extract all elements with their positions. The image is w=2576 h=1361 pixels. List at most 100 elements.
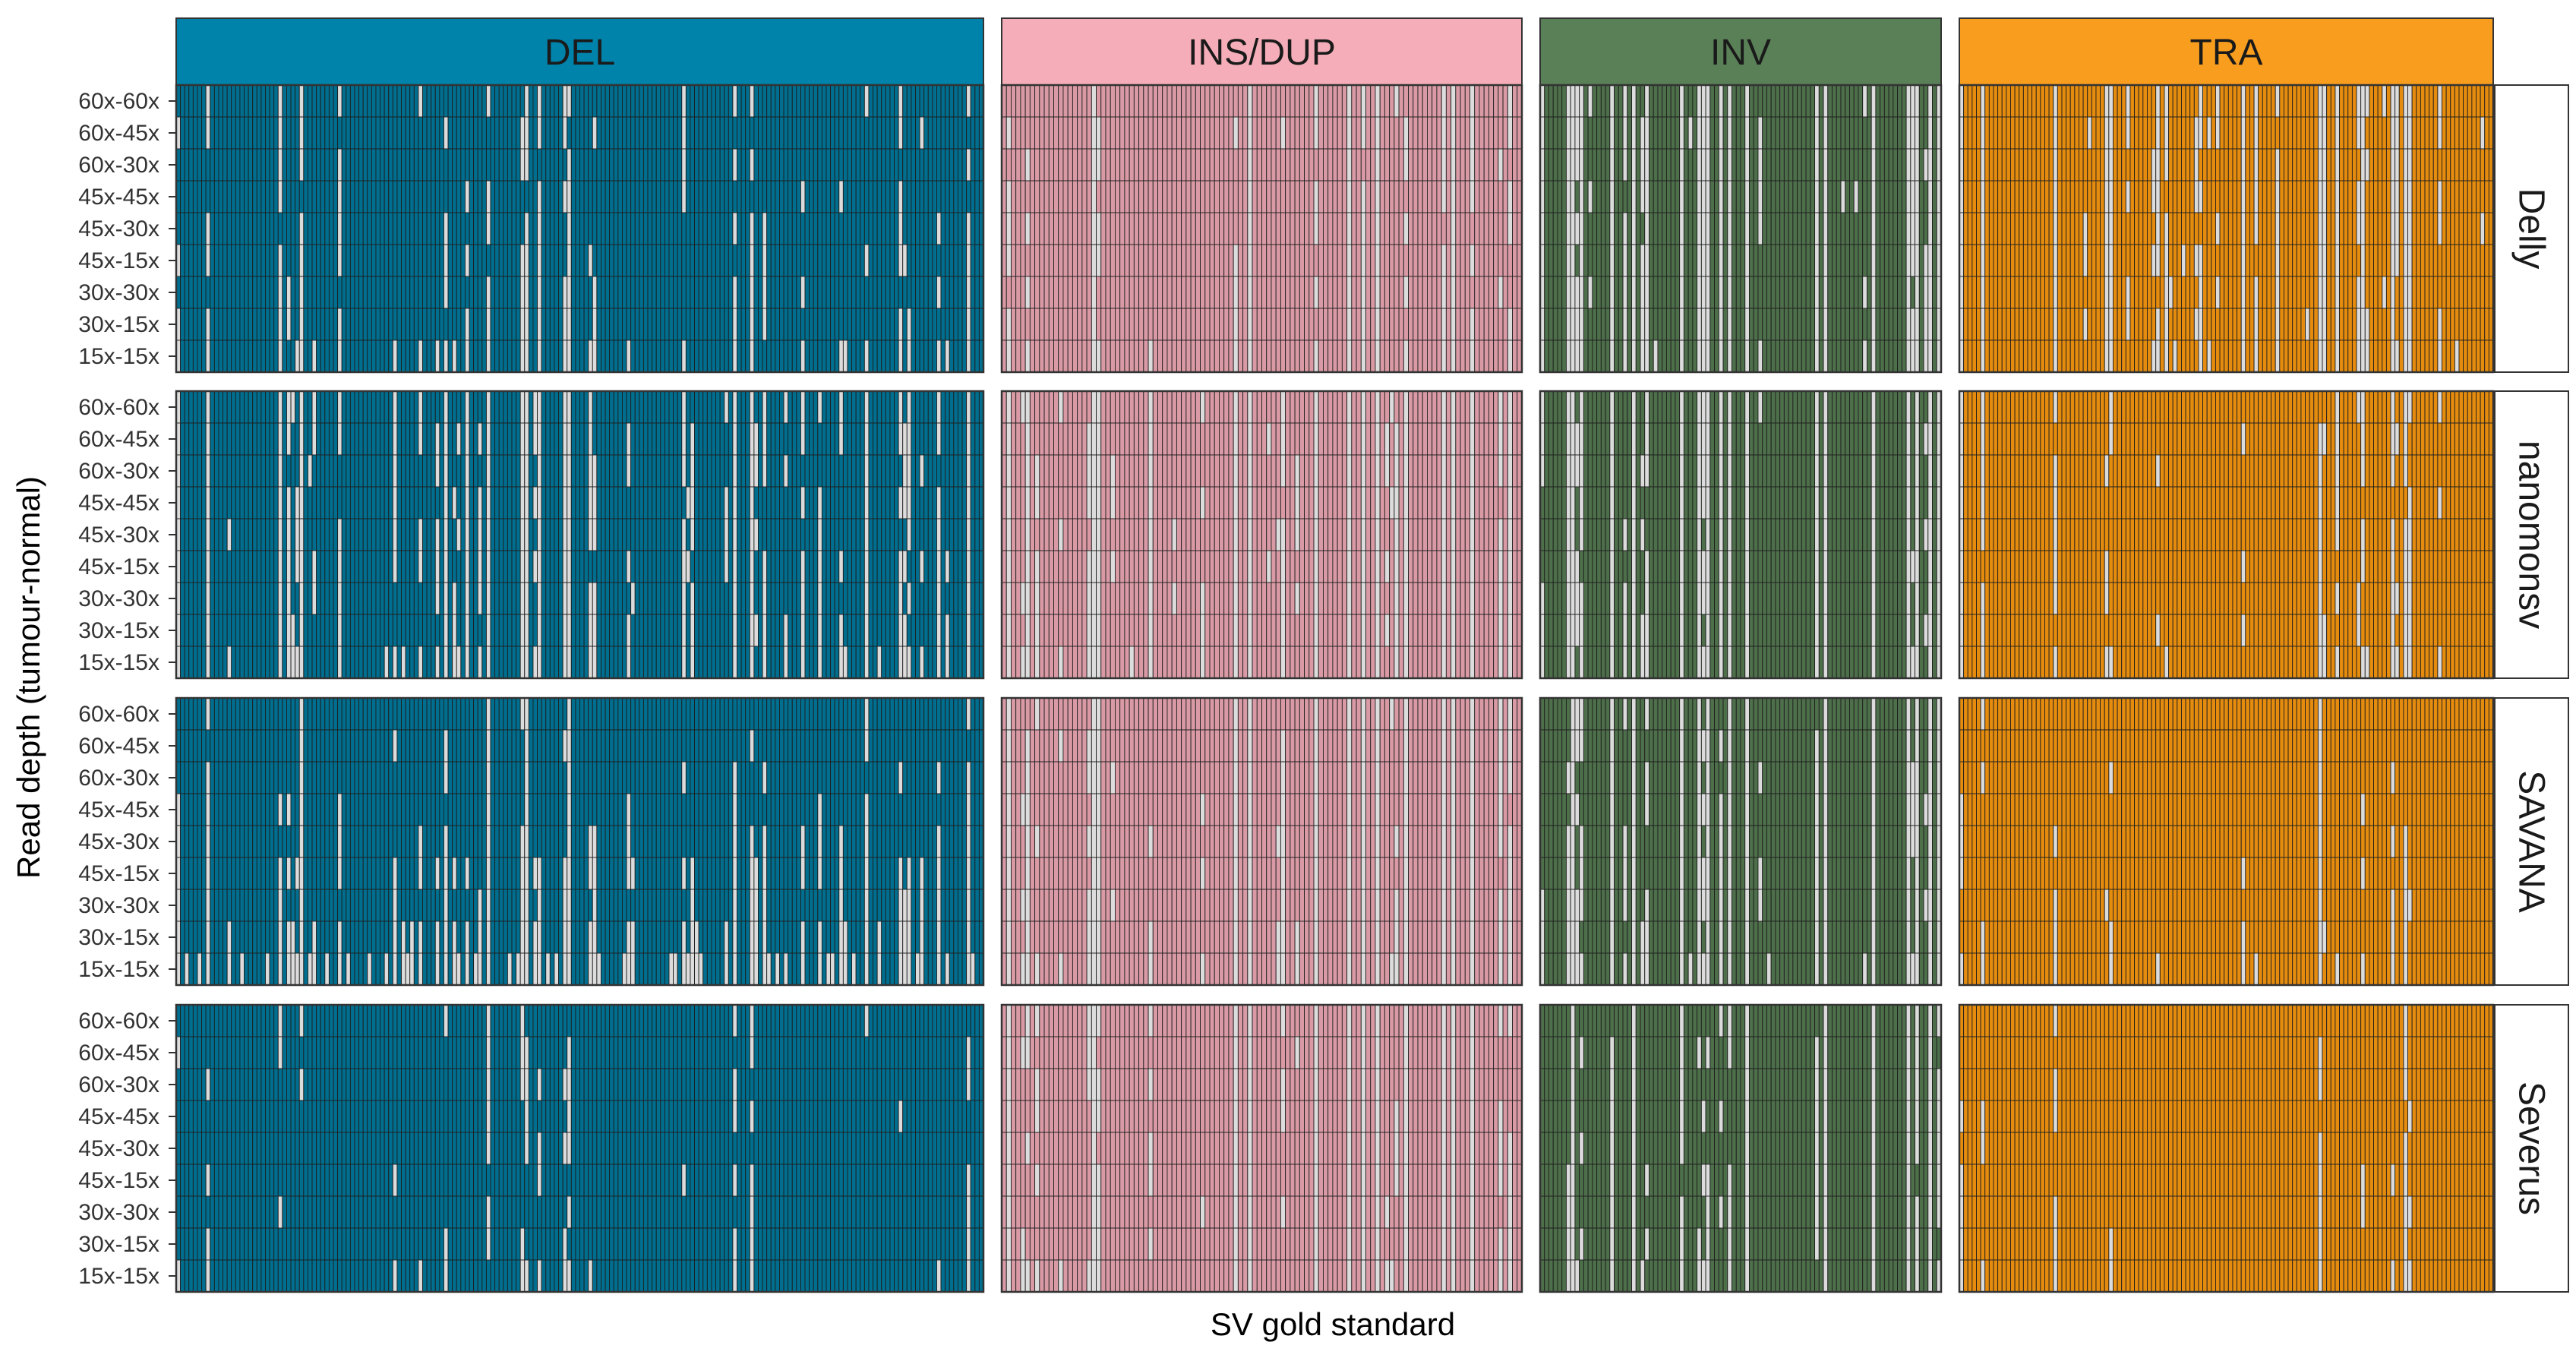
tile-detected [218,390,223,424]
tile-detected [1709,148,1716,182]
tile-detected [2432,212,2439,245]
tile-detected [1356,180,1362,213]
tile-missed [1570,212,1576,245]
tile-detected [384,212,390,245]
tile-detected [311,212,317,245]
tile-detected [788,390,793,424]
tile-detected [358,180,364,213]
tile-detected [2010,116,2016,150]
tile-detected [1200,244,1206,277]
tile-detected [724,339,729,373]
tile-detected [1408,84,1414,118]
tile-detected [328,308,334,341]
tile-detected [809,116,814,150]
tile-detected [320,180,326,213]
tile-detected [511,308,517,341]
tile-missed [1644,116,1649,150]
tile-detected [405,339,411,373]
facet-strip-savana [2494,697,2569,986]
tile-detected [668,339,674,373]
tile-detected [1185,212,1192,245]
tile-detected [1304,244,1310,277]
tile-missed [1005,212,1012,245]
tile-missed [749,390,755,424]
tile-detected [380,390,385,424]
tile-detected [601,390,606,424]
tile-detected [1596,180,1602,213]
tile-detected [1228,276,1234,309]
tile-detected [838,308,844,341]
tile-detected [2292,212,2297,245]
tile-detected [1783,116,1789,150]
tile-missed [1091,244,1097,277]
tile-missed [1313,84,1319,118]
tile-missed [1498,276,1504,309]
tile-detected [409,244,415,277]
tile-detected [1157,244,1163,277]
tile-detected [1665,308,1672,341]
tile-detected [1162,148,1168,182]
tile-detected [826,180,832,213]
tile-detected [923,308,929,341]
tile-detected [244,422,249,456]
tile-detected [1133,308,1140,341]
tile-detected [652,180,657,213]
tile-detected [817,212,822,245]
tile-missed [1727,308,1732,341]
tile-detected [919,84,925,118]
tile-detected [469,308,475,341]
tile-detected [460,339,466,373]
tile-missed [452,339,457,373]
tile-detected [1341,276,1348,309]
tile-detected [881,180,886,213]
tile-detected [927,84,933,118]
tile-detected [375,339,380,373]
tile-missed [485,276,491,309]
tile-detected [945,84,950,118]
tile-detected [1398,244,1404,277]
tile-missed [1346,212,1353,245]
tile-detected [728,339,734,373]
tile-detected [804,244,810,277]
tile-detected [737,339,742,373]
tile-detected [473,339,478,373]
tile-detected [469,84,475,118]
tile-detected [1124,180,1130,213]
tile-missed [906,390,912,424]
tile-detected [1124,84,1130,118]
tile-detected [2142,116,2148,150]
tile-detected [1875,276,1881,309]
tile-detected [1100,308,1106,341]
tile-detected [605,148,611,182]
tile-detected [1665,148,1672,182]
tile-detected [1370,276,1376,309]
tile-detected [2287,180,2293,213]
tile-detected [609,339,614,373]
tile-detected [1313,308,1319,341]
tile-detected [1918,339,1924,373]
tile-detected [2347,116,2353,150]
tile-detected [1020,276,1026,309]
tile-detected [740,276,747,309]
tile-detected [2232,276,2238,309]
tile-detected [2398,180,2404,213]
tile-missed [2151,148,2157,182]
tile-detected [2351,308,2357,341]
tile-detected [817,276,822,309]
tile-detected [2035,84,2041,118]
tile-detected [2471,84,2477,118]
tile-detected [447,116,453,150]
tile-detected [2079,308,2084,341]
tile-detected [1709,180,1716,213]
tile-detected [694,276,699,309]
tile-missed [1915,180,1920,213]
tile-detected [1692,212,1698,245]
tile-detected [2211,308,2216,341]
tile-detected [192,180,198,213]
tile-detected [2147,339,2152,373]
tile-detected [1502,339,1508,373]
tile-detected [1081,84,1088,118]
tile-detected [2471,244,2477,277]
tile-detected [1810,339,1816,373]
tile-detected [2044,180,2050,213]
